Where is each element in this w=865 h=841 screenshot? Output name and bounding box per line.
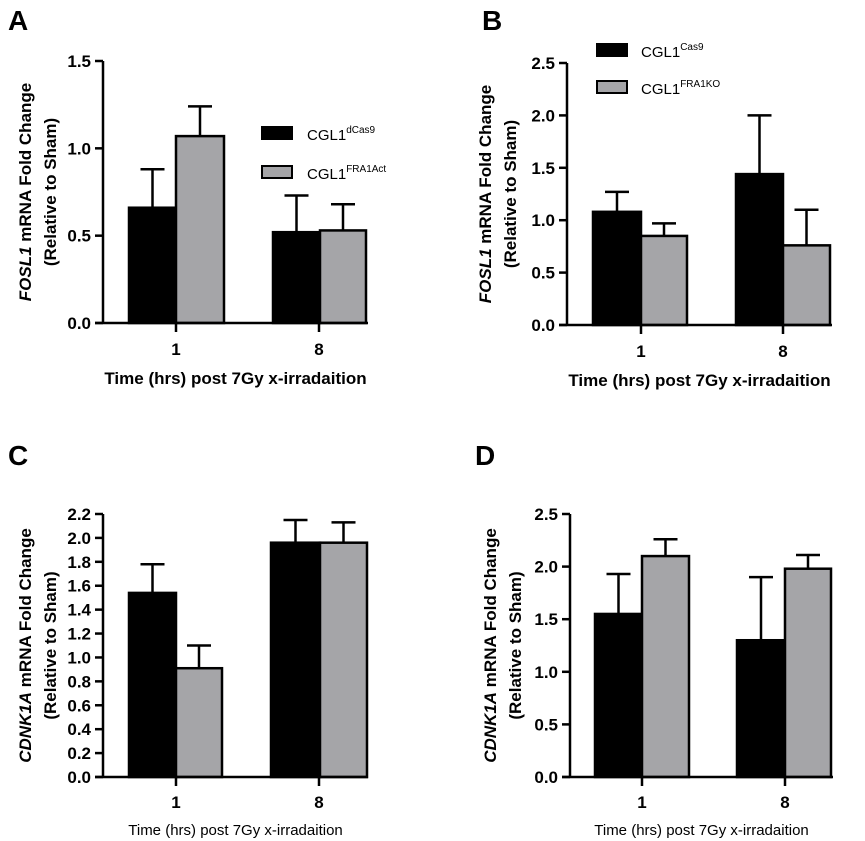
x-tick-label: 1 bbox=[637, 793, 646, 812]
y-tick-label: 1.5 bbox=[67, 52, 91, 71]
bar bbox=[269, 541, 322, 779]
legend-swatch bbox=[261, 165, 293, 179]
y-tick-label: 1.0 bbox=[67, 648, 91, 667]
y-tick-label: 2.0 bbox=[531, 106, 555, 125]
legend-label-base: CGL1 bbox=[641, 81, 680, 98]
y-tick-label: 1.0 bbox=[67, 139, 91, 158]
legend-label-base: CGL1 bbox=[641, 44, 680, 61]
y-tick-label: 0.8 bbox=[67, 672, 91, 691]
panel-letter: D bbox=[475, 440, 495, 471]
y-tick-label: 2.5 bbox=[534, 505, 558, 524]
y-tick-label: 1.4 bbox=[67, 601, 91, 620]
y-axis-label-text: mRNA Fold Change bbox=[481, 528, 500, 692]
y-tick-label: 0.0 bbox=[534, 768, 558, 787]
bar bbox=[735, 638, 787, 779]
bar bbox=[127, 206, 178, 325]
y-tick-label: 1.8 bbox=[67, 553, 91, 572]
y-tick-label: 1.5 bbox=[534, 610, 558, 629]
legend-label-sup: FRA1KO bbox=[680, 79, 720, 90]
y-tick-label: 1.5 bbox=[531, 159, 555, 178]
panel-letter: B bbox=[482, 5, 502, 36]
x-tick-label: 1 bbox=[636, 342, 645, 361]
y-tick-label: 2.2 bbox=[67, 505, 91, 524]
y-tick-label: 2.0 bbox=[534, 558, 558, 577]
bar bbox=[734, 172, 785, 327]
y-tick-label: 0.0 bbox=[67, 314, 91, 333]
bar bbox=[593, 612, 644, 779]
y-tick-label: 2.5 bbox=[531, 54, 555, 73]
y-tick-label: 0.0 bbox=[67, 768, 91, 787]
x-tick-label: 8 bbox=[314, 793, 323, 812]
bar bbox=[640, 554, 691, 779]
legend-label: CGL1dCas9 bbox=[307, 125, 376, 144]
y-axis-label: CDNK1A mRNA Fold Change bbox=[481, 528, 500, 763]
legend-label-base: CGL1 bbox=[307, 127, 346, 144]
y-axis-label-text: mRNA Fold Change bbox=[16, 83, 35, 247]
x-axis-label: Time (hrs) post 7Gy x-irradaition bbox=[594, 822, 809, 839]
legend-label: CGL1FRA1KO bbox=[641, 79, 720, 98]
x-tick-label: 8 bbox=[778, 342, 787, 361]
x-tick-label: 8 bbox=[780, 793, 789, 812]
y-tick-label: 1.6 bbox=[67, 577, 91, 596]
y-tick-label: 0.2 bbox=[67, 744, 91, 763]
y-tick-label: 0.6 bbox=[67, 696, 91, 715]
y-axis-label-line2: (Relative to Sham) bbox=[41, 571, 60, 719]
bar bbox=[127, 591, 178, 779]
panel-c: C 0.0 0.2 0.4 0.6 0.8 1.0 1.2 1.4 1.6 1.8 2.0 2.2 1 8 T… bbox=[8, 440, 369, 839]
legend-swatch bbox=[596, 80, 628, 94]
x-tick-label: 1 bbox=[171, 340, 180, 359]
legend-label-base: CGL1 bbox=[307, 166, 346, 183]
y-tick-label: 0.0 bbox=[531, 316, 555, 335]
y-axis-label-line2: (Relative to Sham) bbox=[501, 120, 520, 268]
y-axis-label-gene: FOSL1 bbox=[476, 248, 495, 303]
bar bbox=[318, 229, 368, 325]
y-tick-label: 1.2 bbox=[67, 625, 91, 644]
legend-label-sup: Cas9 bbox=[680, 42, 704, 53]
bar bbox=[318, 541, 369, 779]
legend-label: CGL1Cas9 bbox=[641, 42, 704, 61]
x-tick-label: 8 bbox=[314, 340, 323, 359]
x-tick-label: 1 bbox=[171, 793, 180, 812]
y-axis-label: FOSL1 mRNA Fold Change bbox=[16, 83, 35, 302]
panel-letter: A bbox=[8, 5, 28, 36]
panel-a: A 0.0 0.5 1.0 1.5 1 8 Time (hrs) post 7Gy x-irr… bbox=[8, 5, 386, 388]
panel-d: D 0.0 0.5 1.0 1.5 2.0 2.5 1 8 Time (hrs) post 7Gy… bbox=[475, 440, 833, 839]
bar bbox=[783, 567, 833, 779]
y-axis-label-text: mRNA Fold Change bbox=[16, 528, 35, 692]
bar bbox=[591, 210, 643, 327]
y-tick-label: 2.0 bbox=[67, 529, 91, 548]
y-axis-label-gene: FOSL1 bbox=[16, 246, 35, 301]
y-tick-label: 0.5 bbox=[531, 264, 555, 283]
panel-letter: C bbox=[8, 440, 28, 471]
bar bbox=[271, 230, 322, 325]
y-tick-label: 0.4 bbox=[67, 720, 91, 739]
bar bbox=[781, 244, 832, 327]
y-axis-label-line2: (Relative to Sham) bbox=[506, 571, 525, 719]
legend-label-sup: FRA1Act bbox=[346, 164, 386, 175]
y-tick-label: 0.5 bbox=[534, 715, 558, 734]
y-axis-label-text: mRNA Fold Change bbox=[476, 85, 495, 249]
x-axis-label: Time (hrs) post 7Gy x-irradaition bbox=[104, 369, 366, 388]
y-axis-label-gene: CDNK1A bbox=[481, 692, 500, 763]
legend-label-sup: dCas9 bbox=[346, 125, 375, 136]
y-axis-label-line2: (Relative to Sham) bbox=[41, 118, 60, 266]
y-tick-label: 0.5 bbox=[67, 227, 91, 246]
panel-b: B 0.0 0.5 1.0 1.5 2.0 2.5 1 8 Time (hrs) post 7Gy… bbox=[476, 5, 832, 390]
bar bbox=[174, 666, 224, 779]
bar bbox=[639, 234, 689, 327]
y-axis-label: FOSL1 mRNA Fold Change bbox=[476, 85, 495, 304]
legend-swatch bbox=[261, 126, 293, 140]
y-axis-label: CDNK1A mRNA Fold Change bbox=[16, 528, 35, 763]
legend-swatch bbox=[596, 43, 628, 57]
y-axis-label-gene: CDNK1A bbox=[16, 692, 35, 763]
x-axis-label: Time (hrs) post 7Gy x-irradaition bbox=[568, 371, 830, 390]
bar bbox=[174, 134, 226, 325]
y-tick-label: 1.0 bbox=[534, 663, 558, 682]
x-axis-label: Time (hrs) post 7Gy x-irradaition bbox=[128, 822, 343, 839]
legend-label: CGL1FRA1Act bbox=[307, 164, 386, 183]
y-tick-label: 1.0 bbox=[531, 211, 555, 230]
